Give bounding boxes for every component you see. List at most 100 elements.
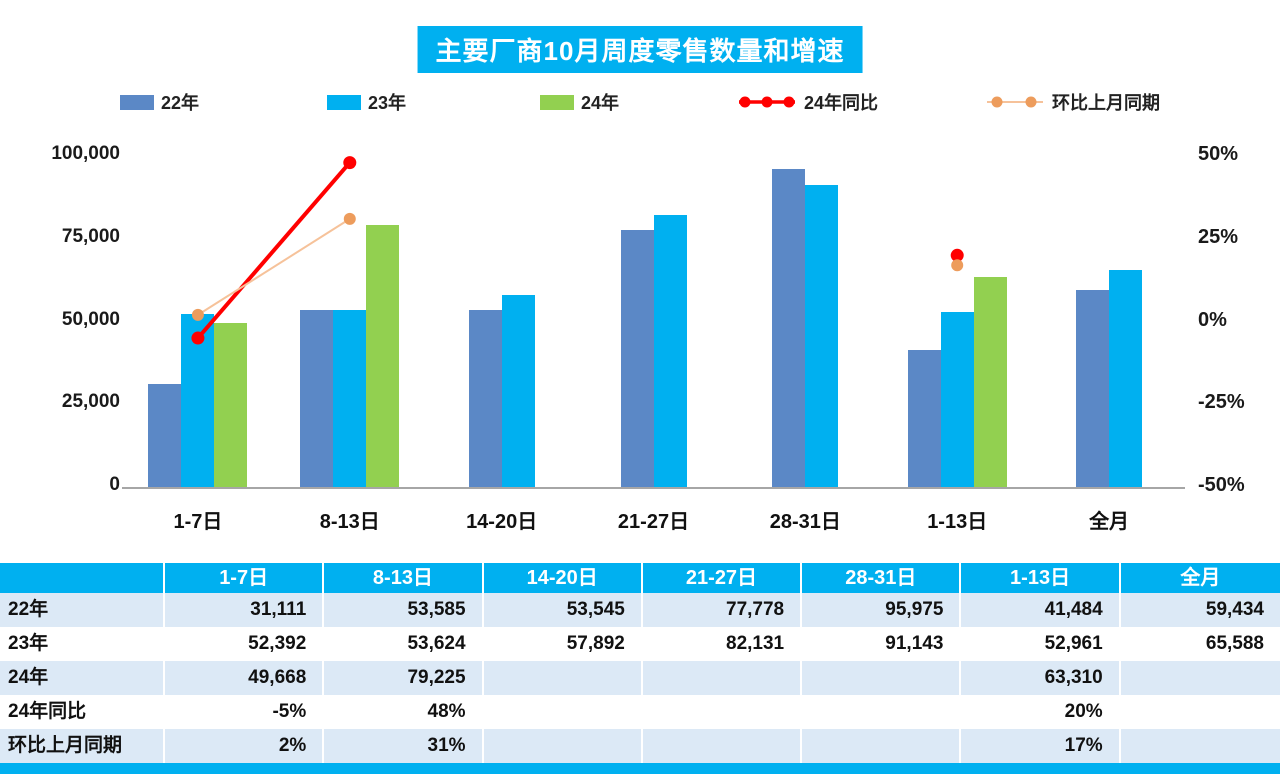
yoy-line-swatch-icon [739,96,795,108]
y-axis-left-tick: 25,000 [61,391,120,413]
bar-y23-1 [333,309,367,487]
legend-label-mom: 环比上月同期 [1052,93,1160,113]
y-axis-right-tick: 50% [1198,143,1239,165]
table-cell [1120,729,1280,763]
table-cell [802,661,962,695]
table-header-cell: 1-13日 [961,563,1121,593]
table-row-label: 24年 [0,661,165,695]
legend-item-y24: 24年 [540,88,619,116]
table-cell: 2% [165,729,325,763]
yoy-marker-5 [950,248,964,262]
table-cell: 63,310 [961,661,1121,695]
table-cell: 48% [324,695,484,729]
table-header-cell: 全月 [1120,563,1280,593]
legend-label-yoy: 24年同比 [804,93,879,113]
mom-marker-5 [951,259,964,272]
table-header-cell: 28-31日 [802,563,962,593]
mom-line-swatch-icon [987,96,1043,108]
table-cell: 95,975 [802,593,962,627]
table-cell [1120,661,1280,695]
table-cell: 53,585 [324,593,484,627]
mom-marker-1 [343,212,356,225]
table-cell: 57,892 [483,627,643,661]
table-cell: 52,961 [961,627,1121,661]
table-cell: 82,131 [642,627,803,661]
legend-item-y23: 23年 [327,88,406,116]
table-row-label: 22年 [0,593,165,627]
y-axis-right-tick: -25% [1198,391,1245,414]
table-cell: 31% [324,729,484,763]
table-header-corner [0,563,165,593]
table-row-label: 环比上月同期 [0,729,165,763]
data-table: 1-7日 8-13日 14-20日 21-27日 28-31日 1-13日 全月 22年 31,… [0,563,1280,763]
x-axis-category-1: 8-13日 [319,511,380,533]
table-header-cell: 14-20日 [483,563,643,593]
table-header-cell: 21-27日 [642,563,803,593]
table-cell [1120,695,1280,729]
table-row-label: 24年同比 [0,695,165,729]
x-axis-category-4: 28-31日 [769,511,841,533]
bar-y24-1 [366,224,400,487]
chart-legend: 22年 23年 24年 24年同比 环比上月同期 [0,88,1280,116]
y-axis-left-tick: 100,000 [51,143,120,164]
x-axis-category-0: 1-7日 [173,511,223,533]
yoy-marker-1 [343,156,357,170]
x-axis-category-2: 14-20日 [466,511,538,533]
table-cell [483,695,643,729]
bar-y23-6 [1109,269,1143,487]
y24-swatch-icon [540,94,574,110]
bar-y22-4 [772,169,806,487]
y22-swatch-icon [120,94,154,110]
table-row-label: 23年 [0,627,165,661]
bar-y22-1 [300,309,334,487]
table-cell: 20% [961,695,1121,729]
table-cell: 31,111 [165,593,325,627]
legend-label-y22: 22年 [161,93,200,113]
legend-item-yoy: 24年同比 [737,88,878,116]
table-cell: 53,624 [324,627,484,661]
x-axis-category-6: 全月 [1089,511,1130,533]
yoy-line-segment-0 [196,161,352,340]
table-cell: 77,778 [642,593,803,627]
x-axis-category-5: 1-13日 [927,511,988,533]
bar-y22-6 [1076,290,1110,487]
legend-label-y23: 23年 [368,93,407,113]
table-cell: 41,484 [961,593,1121,627]
yoy-marker-0 [191,331,205,345]
y23-swatch-icon [327,94,361,110]
table-cell [642,695,803,729]
table-cell: 49,668 [165,661,325,695]
x-axis-category-3: 21-27日 [617,511,690,533]
legend-label-y24: 24年 [581,93,620,113]
mom-line-segment-0 [197,218,351,316]
y-axis-left-tick: 50,000 [61,308,120,330]
table-cell: 52,392 [165,627,325,661]
y-axis-right-tick: 25% [1198,225,1239,248]
bar-y24-5 [973,277,1007,487]
bar-y23-2 [501,295,535,487]
bar-y22-5 [907,349,941,487]
table-cell [802,729,962,763]
bottom-strip [0,763,1280,774]
table-cell [483,661,643,695]
table-cell: 17% [961,729,1121,763]
y-axis-left-tick: 75,000 [61,225,120,247]
legend-item-y22: 22年 [120,88,199,116]
bar-y23-4 [805,185,839,487]
bar-y23-3 [653,215,687,487]
table-cell: 59,434 [1120,593,1280,627]
table-cell [483,729,643,763]
plot-area [122,156,1185,489]
mom-marker-0 [191,308,204,321]
bar-y22-3 [620,229,654,487]
bar-y22-2 [468,309,502,487]
table-header-cell: 8-13日 [324,563,484,593]
trend-lines-layer [191,156,964,345]
table-header-cell: 1-7日 [165,563,325,593]
table-cell: 65,588 [1120,627,1280,661]
table-cell: 79,225 [324,661,484,695]
legend-item-mom: 环比上月同期 [985,88,1160,116]
y-axis-right-tick: 0% [1198,308,1227,331]
y-axis-left-tick: 0 [109,474,120,495]
bar-y22-0 [148,384,182,487]
